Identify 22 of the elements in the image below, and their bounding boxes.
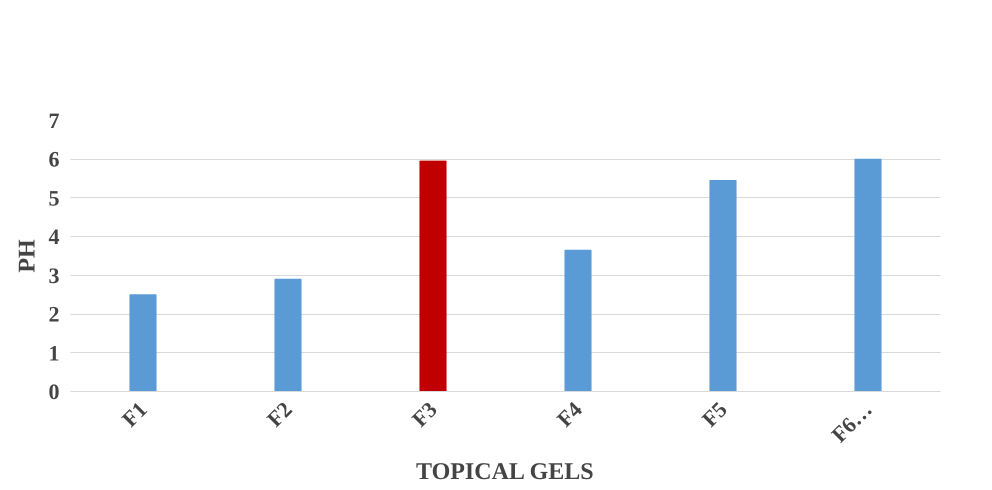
x-axis-title: TOPICAL GELS: [416, 459, 594, 486]
bar: [274, 278, 302, 392]
x-tick-label: F6…: [826, 396, 877, 448]
bar: [419, 160, 447, 392]
y-tick-label: 6: [48, 146, 60, 172]
y-tick-label: 2: [48, 302, 60, 327]
y-tick-label: 5: [48, 185, 60, 210]
y-tick-label: 4: [48, 224, 60, 250]
y-axis-title: PH: [14, 239, 40, 273]
bar: [709, 180, 737, 392]
y-tick-label: 7: [48, 108, 60, 133]
bar: [129, 294, 157, 392]
y-tick-label: 3: [48, 262, 60, 288]
bar: [854, 158, 882, 392]
x-tick-label: F4: [552, 396, 587, 432]
x-tick-label: F1: [116, 396, 152, 432]
x-tick-label: F3: [406, 396, 442, 432]
x-tick-label: F5: [696, 396, 732, 432]
x-tick-label: F2: [262, 396, 297, 432]
y-tick-label: 1: [48, 340, 60, 366]
bar: [564, 250, 592, 392]
y-tick-label: 0: [48, 379, 60, 404]
